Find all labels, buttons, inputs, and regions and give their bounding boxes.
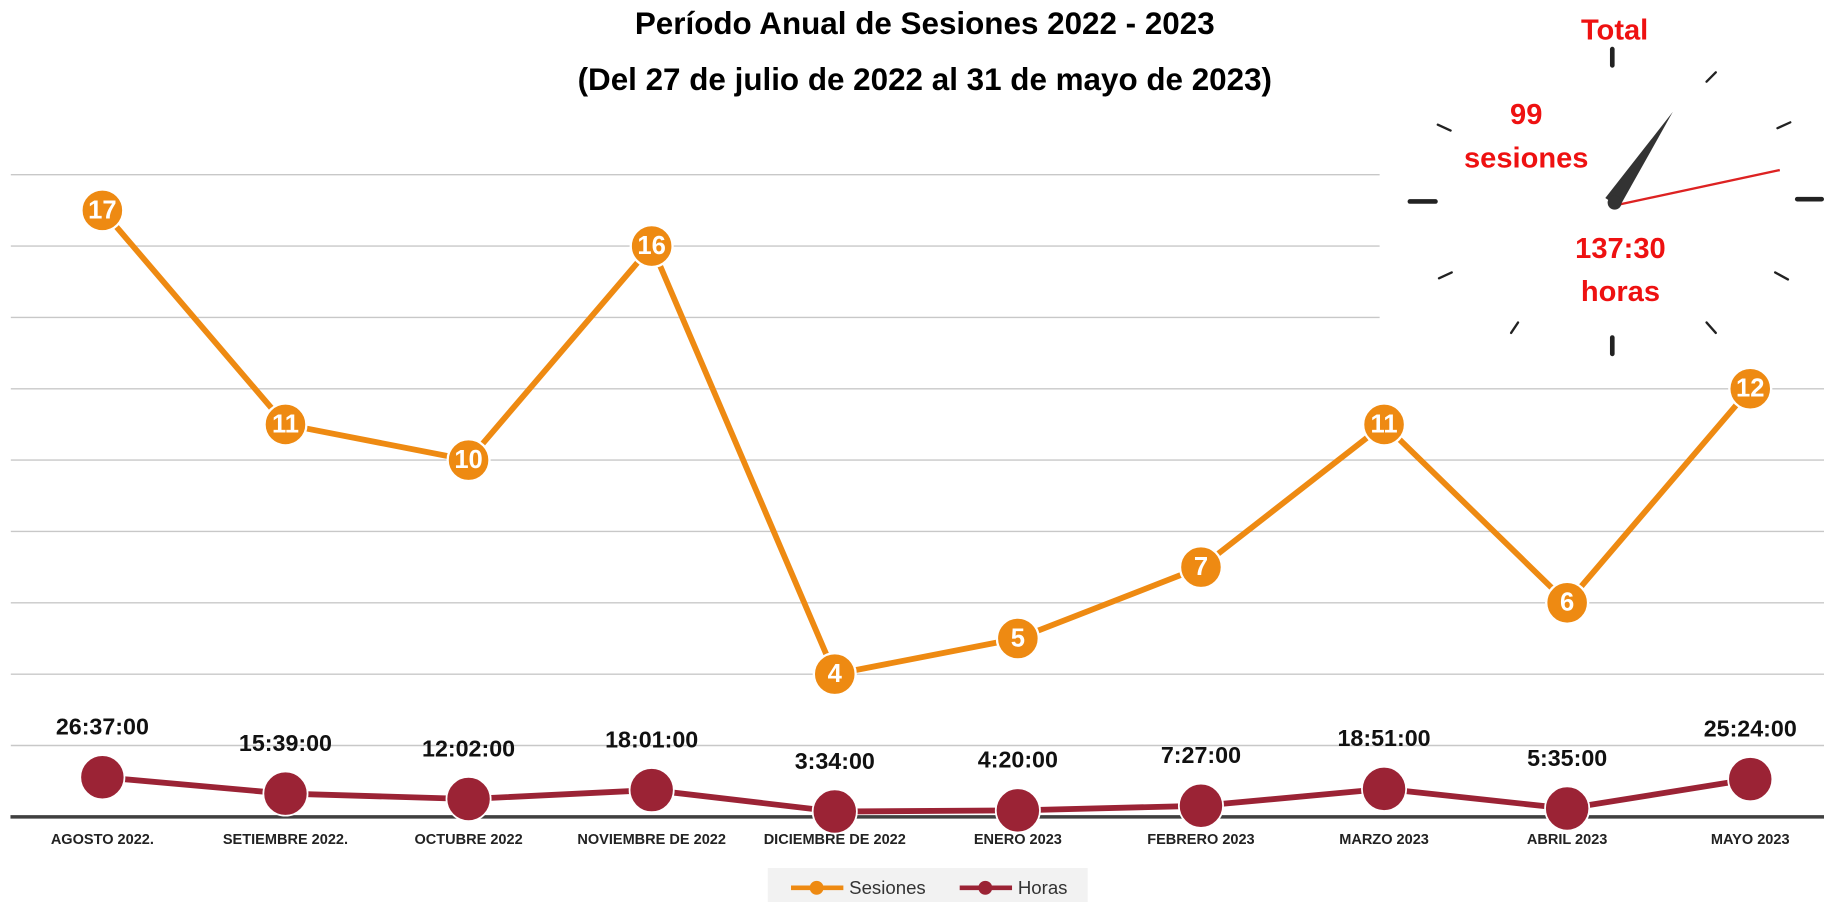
- data-label: 5: [1011, 624, 1025, 652]
- total-sessions: 99: [1510, 99, 1542, 131]
- marker: [1727, 756, 1774, 803]
- series-line: [102, 774, 1751, 815]
- x-tick-label: MARZO 2023: [1339, 832, 1429, 848]
- marker: [629, 223, 674, 269]
- total-hours-label: horas: [1581, 276, 1660, 308]
- x-tick-label: ENERO 2023: [974, 832, 1062, 848]
- total-sessions-label: sesiones: [1464, 142, 1588, 174]
- x-tick-label: FEBRERO 2023: [1147, 832, 1254, 848]
- marker: [79, 754, 126, 801]
- x-tick-label: AGOSTO 2022.: [51, 832, 154, 848]
- legend-marker: [809, 880, 824, 895]
- data-label: 18:51:00: [1338, 725, 1431, 751]
- marker: [811, 788, 858, 835]
- x-tick-label: SETIEMBRE 2022.: [223, 832, 348, 848]
- data-label: 4:20:00: [978, 747, 1058, 773]
- data-label: 12:02:00: [422, 735, 515, 761]
- clock-background: [1379, 46, 1824, 385]
- x-tick-label: DICIEMBRE DE 2022: [764, 832, 906, 848]
- data-label: 15:39:00: [239, 730, 332, 756]
- clock-second-hand: [1616, 168, 1781, 207]
- data-label: 3:34:00: [795, 748, 875, 774]
- marker: [445, 776, 492, 822]
- marker: [995, 616, 1040, 661]
- total-title: Total: [1581, 14, 1648, 46]
- x-tick-label: MAYO 2023: [1711, 832, 1790, 848]
- data-label: 25:24:00: [1704, 715, 1797, 741]
- legend-label: Horas: [1018, 877, 1068, 898]
- chart-title: Período Anual de Sesiones 2022 - 2023: [635, 6, 1215, 41]
- data-label: 4: [828, 660, 843, 688]
- data-label: 7:27:00: [1161, 742, 1241, 768]
- clock-hand: [1605, 111, 1673, 208]
- legend-label: Sesiones: [849, 877, 926, 898]
- marker: [1361, 402, 1407, 447]
- data-label: 12: [1736, 375, 1764, 403]
- total-hours: 137:30: [1575, 233, 1666, 265]
- x-tick-label: NOVIEMBRE DE 2022: [577, 832, 726, 848]
- legend-marker: [978, 880, 993, 895]
- grid: [10, 174, 1824, 747]
- marker: [1544, 785, 1591, 832]
- marker: [1728, 366, 1773, 411]
- data-label: 18:01:00: [605, 726, 698, 752]
- marker: [812, 652, 857, 697]
- data-label: 16: [637, 232, 665, 260]
- data-label: 11: [272, 410, 299, 438]
- marker: [994, 787, 1041, 834]
- data-label: 7: [1194, 553, 1208, 581]
- x-tick-label: ABRIL 2023: [1527, 832, 1608, 848]
- x-tick-label: OCTUBRE 2022: [414, 832, 522, 848]
- clock-center: [1607, 195, 1622, 210]
- data-label: 6: [1560, 589, 1574, 617]
- data-label: 5:35:00: [1527, 745, 1607, 771]
- data-label: 11: [1371, 410, 1398, 438]
- chart-subtitle: (Del 27 de julio de 2022 al 31 de mayo d…: [578, 62, 1272, 97]
- clock-ticks: [1407, 46, 1824, 357]
- data-label: 17: [88, 196, 116, 224]
- data-label: 10: [454, 446, 482, 474]
- marker: [80, 188, 125, 233]
- clock: Total 99 sesiones 137:30 horas: [1379, 14, 1824, 385]
- data-label: 26:37:00: [56, 714, 149, 740]
- marker: [1545, 580, 1590, 625]
- marker: [446, 438, 491, 483]
- marker: [262, 770, 309, 817]
- marker: [1178, 545, 1224, 590]
- marker: [1177, 782, 1224, 829]
- marker: [1361, 765, 1408, 812]
- series-line: [100, 208, 1753, 678]
- marker: [628, 767, 675, 814]
- marker: [263, 402, 308, 447]
